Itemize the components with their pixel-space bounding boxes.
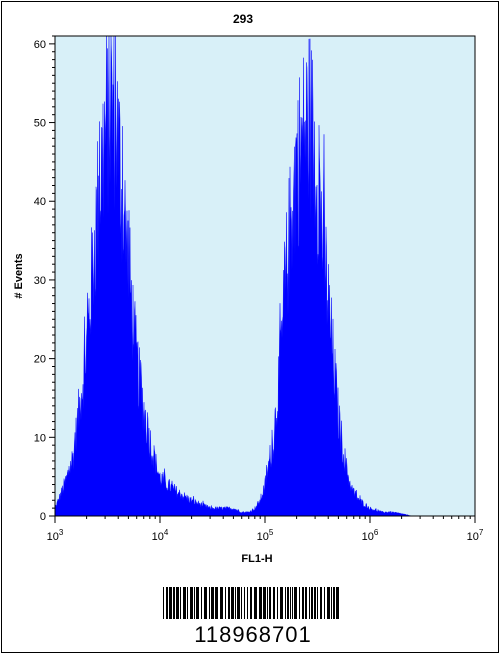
barcode-bar <box>169 587 172 619</box>
barcode-bar <box>309 587 310 619</box>
y-axis-label: # Events <box>13 253 25 298</box>
barcode-bar <box>196 587 199 619</box>
x-tick-label: 106 <box>362 528 379 543</box>
y-tick-label: 20 <box>34 354 46 366</box>
barcode-bar <box>173 587 175 619</box>
y-axis: 0 10 20 30 40 50 60 <box>34 35 55 523</box>
barcode-bar <box>183 587 186 619</box>
histogram-fill <box>54 35 475 517</box>
x-tick-label: 105 <box>257 528 274 543</box>
barcode-bar <box>250 587 252 619</box>
barcode-bar <box>194 587 195 619</box>
barcode-bar <box>235 587 236 619</box>
x-axis: 103 104 105 106 107 <box>47 516 484 543</box>
barcode-bar <box>285 587 286 619</box>
barcode-bar <box>225 587 226 619</box>
barcode-bar <box>176 587 179 619</box>
y-tick-label: 10 <box>34 432 46 444</box>
barcode-bar <box>228 587 230 619</box>
barcode-bar <box>263 587 266 619</box>
barcode-bar <box>269 587 271 619</box>
barcode-bar <box>327 587 330 619</box>
barcode-bar <box>277 587 278 619</box>
barcode-bar <box>209 587 210 619</box>
barcode-bar <box>336 587 339 619</box>
y-tick-label: 30 <box>34 275 46 287</box>
barcode-bar <box>190 587 193 619</box>
chart-title: 293 <box>233 12 253 26</box>
barcode-bar <box>244 587 245 619</box>
barcode-bar <box>290 587 291 619</box>
barcode-bar <box>320 587 322 619</box>
x-axis-label: FL1-H <box>241 553 272 565</box>
barcode-bar <box>292 587 293 619</box>
barcode-bar <box>241 587 242 619</box>
barcode-bar <box>267 587 268 619</box>
barcode-bar <box>311 587 313 619</box>
y-tick-label: 60 <box>34 39 46 51</box>
barcode-bar <box>280 587 283 619</box>
barcode-number: 118968701 <box>194 622 312 647</box>
barcode-bar <box>305 587 307 619</box>
barcode-bar <box>220 587 223 619</box>
barcode-image <box>163 587 339 619</box>
barcode-bar <box>302 587 304 619</box>
histogram-fill-group <box>54 35 475 517</box>
barcode-bar <box>317 587 318 619</box>
barcode-bar <box>231 587 234 619</box>
barcode-bar <box>333 587 335 619</box>
barcode-bar <box>299 587 300 619</box>
barcode-bar <box>204 587 207 619</box>
barcode-bar <box>201 587 202 619</box>
barcode-bar <box>287 587 289 619</box>
y-tick-label: 40 <box>34 196 46 208</box>
x-tick-label: 107 <box>467 528 484 543</box>
barcode-bar <box>237 587 240 619</box>
y-tick-label: 50 <box>34 118 46 130</box>
barcode-bar <box>273 587 275 619</box>
barcode-bar <box>247 587 248 619</box>
barcode-bar <box>187 587 188 619</box>
barcode-bar <box>215 587 218 619</box>
barcode-bar <box>324 587 325 619</box>
barcode-bar <box>294 587 297 619</box>
barcode-bar <box>254 587 257 619</box>
y-tick-label: 0 <box>40 511 46 523</box>
barcode-bar <box>166 587 168 619</box>
barcode-bar <box>331 587 332 619</box>
barcode-bar <box>211 587 214 619</box>
x-tick-label: 104 <box>152 528 169 543</box>
barcode-bar <box>314 587 316 619</box>
barcode-bar <box>259 587 262 619</box>
barcode-bar <box>180 587 181 619</box>
x-tick-label: 103 <box>47 528 64 543</box>
barcode-bar <box>163 587 164 619</box>
